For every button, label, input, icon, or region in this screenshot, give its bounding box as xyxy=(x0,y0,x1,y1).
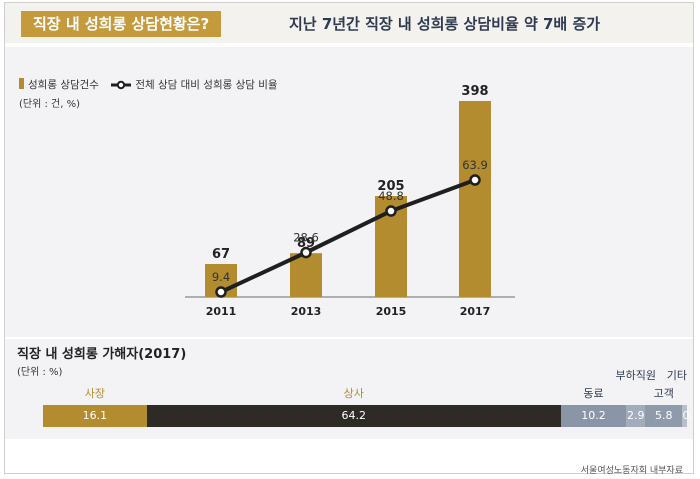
segment-기타: 0.7 xyxy=(682,405,700,427)
bar-2013 xyxy=(290,253,322,297)
legend-line-label: 전체 상담 대비 성희롱 상담 비율 xyxy=(135,79,278,91)
counseling-chart-area: 67 2011 89 2013 205 2015 398 2017 9.4 28.6 48.8 63.… xyxy=(5,47,693,337)
ratio-point-2011 xyxy=(215,286,227,298)
segment-label-동료: 동료 xyxy=(583,387,604,400)
title: 직장 내 성희롱 상담현황은? xyxy=(33,15,210,33)
segment-label-사장: 사장 xyxy=(84,387,106,400)
legend: 성희롱 상담건수 전체 상담 대비 성희롱 상담 비율 xyxy=(19,77,278,92)
legend-line-swatch xyxy=(111,80,132,90)
segment-상사: 64.2 xyxy=(146,405,561,427)
title-box: 직장 내 성희롱 상담현황은? xyxy=(21,11,222,37)
segment-label-부하직원: 부하직원 xyxy=(615,369,656,382)
perpetrator-stacked-bar: 16.1 64.2 10.2 2.9 5.8 0.7 xyxy=(43,405,700,427)
segment-고객: 5.8 xyxy=(645,405,683,427)
x-tick-label-2013: 2013 xyxy=(291,305,322,318)
segment-label-고객: 고객 xyxy=(653,387,674,400)
ratio-label-2017: 63.9 xyxy=(462,158,488,172)
ratio-point-2015 xyxy=(385,205,397,217)
bar-value-label-2013: 89 xyxy=(297,236,315,251)
segment-label-상사: 상사 xyxy=(343,387,364,400)
legend-bar-label: 성희롱 상담건수 xyxy=(28,79,99,91)
ratio-label-2011: 9.4 xyxy=(212,270,230,284)
bar-value-label-2017: 398 xyxy=(461,84,488,99)
counseling-chart: 67 2011 89 2013 205 2015 398 2017 9.4 28.6 48.8 63.… xyxy=(185,84,515,318)
source-note: 서울여성노동자회 내부자료 xyxy=(580,466,683,476)
segment-사장: 16.1 xyxy=(43,405,147,427)
ratio-point-2017 xyxy=(469,174,481,186)
unit-label: (단위 : 건, %) xyxy=(19,99,80,110)
ratio-label-2013: 28.6 xyxy=(293,231,319,245)
x-tick-label-2017: 2017 xyxy=(460,305,491,318)
x-tick-label-2015: 2015 xyxy=(376,305,407,318)
segment-동료: 10.2 xyxy=(560,405,627,427)
perpetrator-unit: (단위 : %) xyxy=(17,367,63,378)
x-tick-label-2011: 2011 xyxy=(206,305,237,318)
segment-부하직원: 2.9 xyxy=(626,405,646,427)
bar-value-label-2015: 205 xyxy=(377,179,404,194)
infographic-frame: 직장 내 성희롱 상담현황은? 지난 7년간 직장 내 성희롱 상담비율 약 7… xyxy=(4,2,700,476)
bar-2017 xyxy=(459,101,491,297)
segment-label-기타: 기타 xyxy=(666,369,687,382)
perpetrator-title: 직장 내 성희롱 가해자(2017) xyxy=(17,347,187,362)
subtitle: 지난 7년간 직장 내 성희롱 상담비율 약 7배 증가 xyxy=(289,15,601,33)
header: 직장 내 성희롱 상담현황은? 지난 7년간 직장 내 성희롱 상담비율 약 7… xyxy=(5,3,693,43)
ratio-point-2013 xyxy=(300,246,312,259)
perpetrator-section: 직장 내 성희롱 가해자(2017) (단위 : %) 16.1 64.2 10.2… xyxy=(5,339,700,439)
legend-bar-swatch xyxy=(19,78,24,89)
ratio-label-2015: 48.8 xyxy=(378,189,404,203)
ratio-line xyxy=(220,178,476,294)
bar-value-label-2011: 67 xyxy=(212,247,230,262)
